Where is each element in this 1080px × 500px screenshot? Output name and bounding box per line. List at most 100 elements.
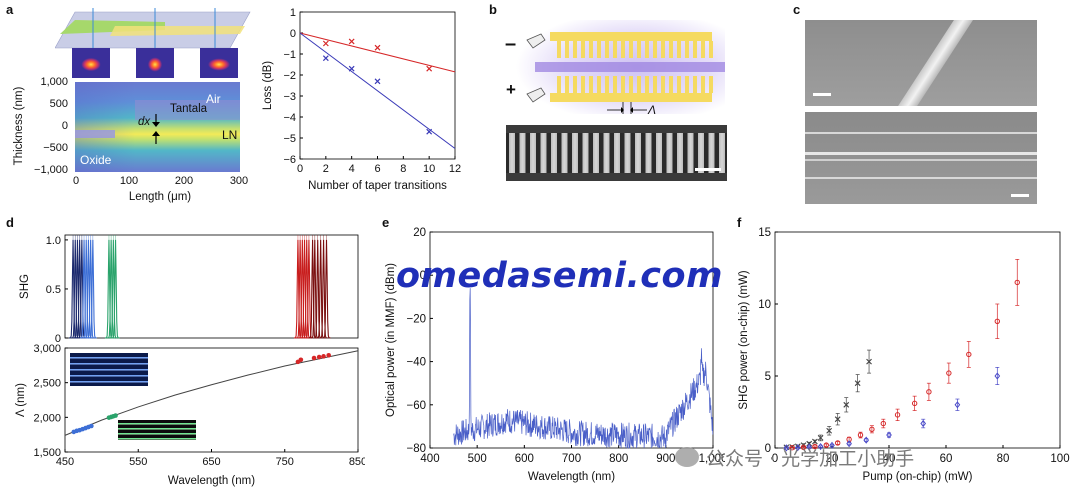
data-point [829, 441, 835, 450]
f-ylabel: SHG power (on-chip) (mW) [738, 270, 750, 409]
data-point [834, 416, 841, 423]
data-point [843, 401, 850, 408]
electrode-finger [645, 76, 649, 93]
electrode-finger [621, 76, 625, 93]
a-xtick-0: 0 [72, 175, 80, 187]
electrode-finger [613, 76, 617, 93]
label-tantala: Tantala [170, 103, 208, 115]
a-ytick-4: −1,000 [34, 164, 68, 176]
y-tick-label: −40 [406, 357, 426, 369]
plot-frame [64, 234, 359, 339]
x-tick-label: 800 [609, 453, 628, 465]
a-xtick-2: 200 [174, 175, 194, 187]
data-point [966, 351, 972, 358]
inset-image-blue [70, 353, 148, 386]
data-point [866, 358, 872, 365]
data-point [800, 444, 807, 450]
x-tick-label: 40 [883, 453, 896, 465]
label-dx: dx [138, 116, 151, 128]
tantala-layer [135, 100, 240, 120]
data-point [869, 426, 875, 432]
electrode-finger [701, 76, 705, 93]
x-tick-label: 700 [562, 453, 581, 465]
data-point [789, 445, 795, 451]
y-tick-label: 2,000 [33, 412, 61, 424]
y-tick-label: 10 [758, 299, 771, 311]
data-point [854, 380, 861, 387]
panel-label-b: b [489, 2, 497, 17]
spectrum-line [453, 288, 714, 449]
electrode-finger [597, 76, 601, 93]
data-point [348, 38, 355, 45]
lambda-label: Λ [648, 103, 657, 117]
label-oxide: Oxide [80, 153, 112, 167]
electrode-finger [613, 41, 617, 58]
y-tick-label: 1,500 [33, 447, 61, 459]
x-tick-label: 60 [940, 453, 953, 465]
y-tick-label: 5 [765, 371, 771, 383]
scale-bar-b [695, 168, 721, 171]
x-tick-label: 20 [826, 453, 839, 465]
data-point [846, 440, 852, 448]
data-point [812, 438, 818, 445]
fit-line-0 [299, 32, 456, 73]
watermark-site: omedasemi.com [396, 256, 724, 296]
y-tick-label: 2,500 [33, 378, 61, 390]
data-point [817, 442, 824, 451]
data-point [326, 352, 332, 358]
data-point [857, 432, 864, 438]
data-point [321, 354, 326, 359]
panel-label-f: f [737, 215, 742, 230]
y-tick-label: 0 [55, 333, 61, 345]
electrode-finger [637, 41, 641, 58]
x-tick-label: 500 [468, 453, 487, 465]
a-xtick-3: 300 [229, 175, 249, 187]
plot-frame [299, 11, 456, 160]
y-tick-label: 0 [420, 270, 426, 282]
electrode-finger [677, 76, 681, 93]
electrode-finger [597, 41, 601, 58]
data-point [920, 419, 927, 428]
electrode-finger [661, 76, 665, 93]
y-tick-label: −2 [283, 70, 296, 82]
electrode-finger [581, 41, 585, 58]
electrode-combs [526, 32, 725, 114]
electrode-finger [565, 41, 569, 58]
y-tick-label: −3 [283, 91, 296, 103]
d-ylabel: Λ (nm) [15, 383, 27, 417]
x-tick-label: 10 [423, 163, 435, 175]
electrode-finger [629, 76, 633, 93]
panel-label-a: a [6, 2, 14, 17]
panel-a-schematic [54, 8, 255, 53]
electrode-finger [629, 41, 633, 58]
data-point [994, 318, 1000, 324]
data-point [994, 372, 1001, 380]
y-tick-label: 3,000 [33, 343, 61, 355]
shg-ylabel: SHG [19, 274, 31, 299]
data-point [911, 400, 918, 407]
x-tick-label: 0 [772, 453, 778, 465]
data-point [880, 420, 887, 427]
electrode-finger [653, 76, 657, 93]
electrode-finger [661, 41, 665, 58]
data-point [894, 412, 901, 418]
y-tick-label: 15 [758, 227, 771, 239]
electrode-finger [573, 41, 577, 58]
electrode-finger [557, 41, 561, 58]
y-tick-label: 0 [290, 28, 296, 40]
dx-arrows [152, 114, 160, 144]
loss-ylabel: Loss (dB) [262, 61, 274, 110]
a-ytick-3: −500 [43, 142, 68, 154]
fit-line-1 [299, 32, 456, 149]
electrode-finger [565, 76, 569, 93]
data-point [1014, 279, 1020, 286]
data-point [89, 423, 94, 429]
electrode-finger [701, 41, 705, 58]
data-point [311, 355, 317, 361]
x-tick-label: 12 [449, 163, 461, 175]
electrode-finger [637, 76, 641, 93]
label-ln: LN [222, 128, 238, 142]
sem-image-c-top [805, 20, 1037, 106]
x-tick-label: 8 [400, 163, 406, 175]
